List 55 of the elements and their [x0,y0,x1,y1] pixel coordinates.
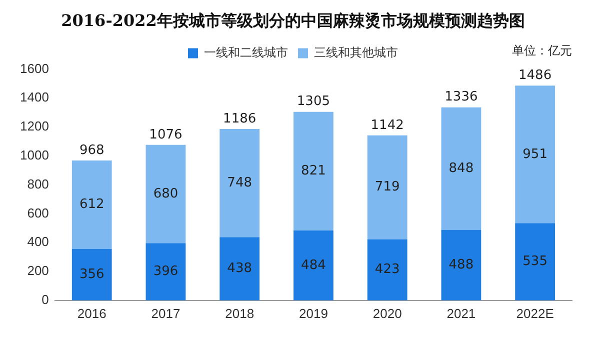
chart-title: 2016-2022年按城市等级划分的中国麻辣烫市场规模预测趋势图 [61,10,525,30]
bar [72,248,112,300]
data-label: 821 [301,164,326,179]
x-tick-label: 2019 [299,306,328,321]
data-label: 748 [227,175,252,190]
x-tick-label: 2018 [225,306,254,321]
bar [146,243,186,300]
total-label: 968 [79,142,104,158]
total-label: 1186 [223,111,256,126]
total-label: 1336 [444,90,478,105]
bar [146,144,186,244]
bar [294,112,334,230]
data-label: 612 [79,197,104,212]
x-tick-label: 2017 [151,306,180,321]
bar [72,160,112,249]
data-label: 423 [374,262,400,278]
bar [220,129,260,238]
bar [367,135,408,240]
text: 单位：亿元 [512,43,572,58]
y-tick-label: 1600 [20,60,49,76]
data-label: 484 [301,258,326,273]
legend-label: 三线和其他城市 [314,45,398,60]
y-tick-label: 200 [27,263,49,278]
y-tick-label: 800 [27,176,49,192]
y-tick-label: 1200 [20,118,49,134]
data-label: 396 [153,264,178,280]
data-label: 680 [153,186,178,202]
data-label: 951 [522,146,548,162]
data-label: 848 [448,160,474,176]
x-tick-label: 2021 [446,306,476,321]
total-label: 1486 [518,68,552,84]
data-label: 719 [374,180,400,195]
x-tick-label: 2022E [516,306,554,321]
total-label: 1305 [296,94,330,110]
y-tick-label: 1000 [20,147,49,162]
bar [294,230,334,300]
data-label: 356 [79,267,104,282]
bar [441,230,482,300]
x-tick-label: 2016 [77,306,106,321]
data-label: 488 [448,258,474,273]
data-label: 535 [522,254,548,270]
total-label: 1076 [149,127,182,142]
bar [515,223,556,300]
y-tick-label: 600 [27,205,49,220]
bar [515,86,556,224]
y-tick-label: 400 [27,234,49,250]
bar [220,237,260,300]
x-tick-label: 2020 [372,306,402,321]
bar [367,239,408,300]
bar [441,107,482,230]
y-tick-label: 1400 [20,90,49,105]
legend-label: 一线和二线城市 [204,45,288,60]
data-label: 438 [227,261,252,276]
total-label: 1142 [370,118,404,133]
y-tick-label: 0 [42,292,49,307]
